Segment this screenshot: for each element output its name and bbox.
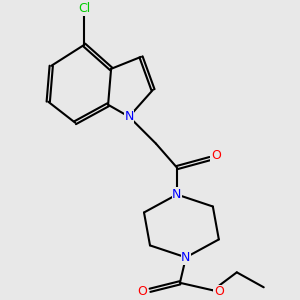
Text: N: N — [172, 188, 182, 201]
Text: N: N — [124, 110, 134, 123]
Text: O: O — [214, 285, 224, 298]
Text: N: N — [181, 251, 190, 264]
Text: Cl: Cl — [78, 2, 90, 16]
Text: O: O — [138, 285, 148, 298]
Text: O: O — [211, 149, 221, 162]
